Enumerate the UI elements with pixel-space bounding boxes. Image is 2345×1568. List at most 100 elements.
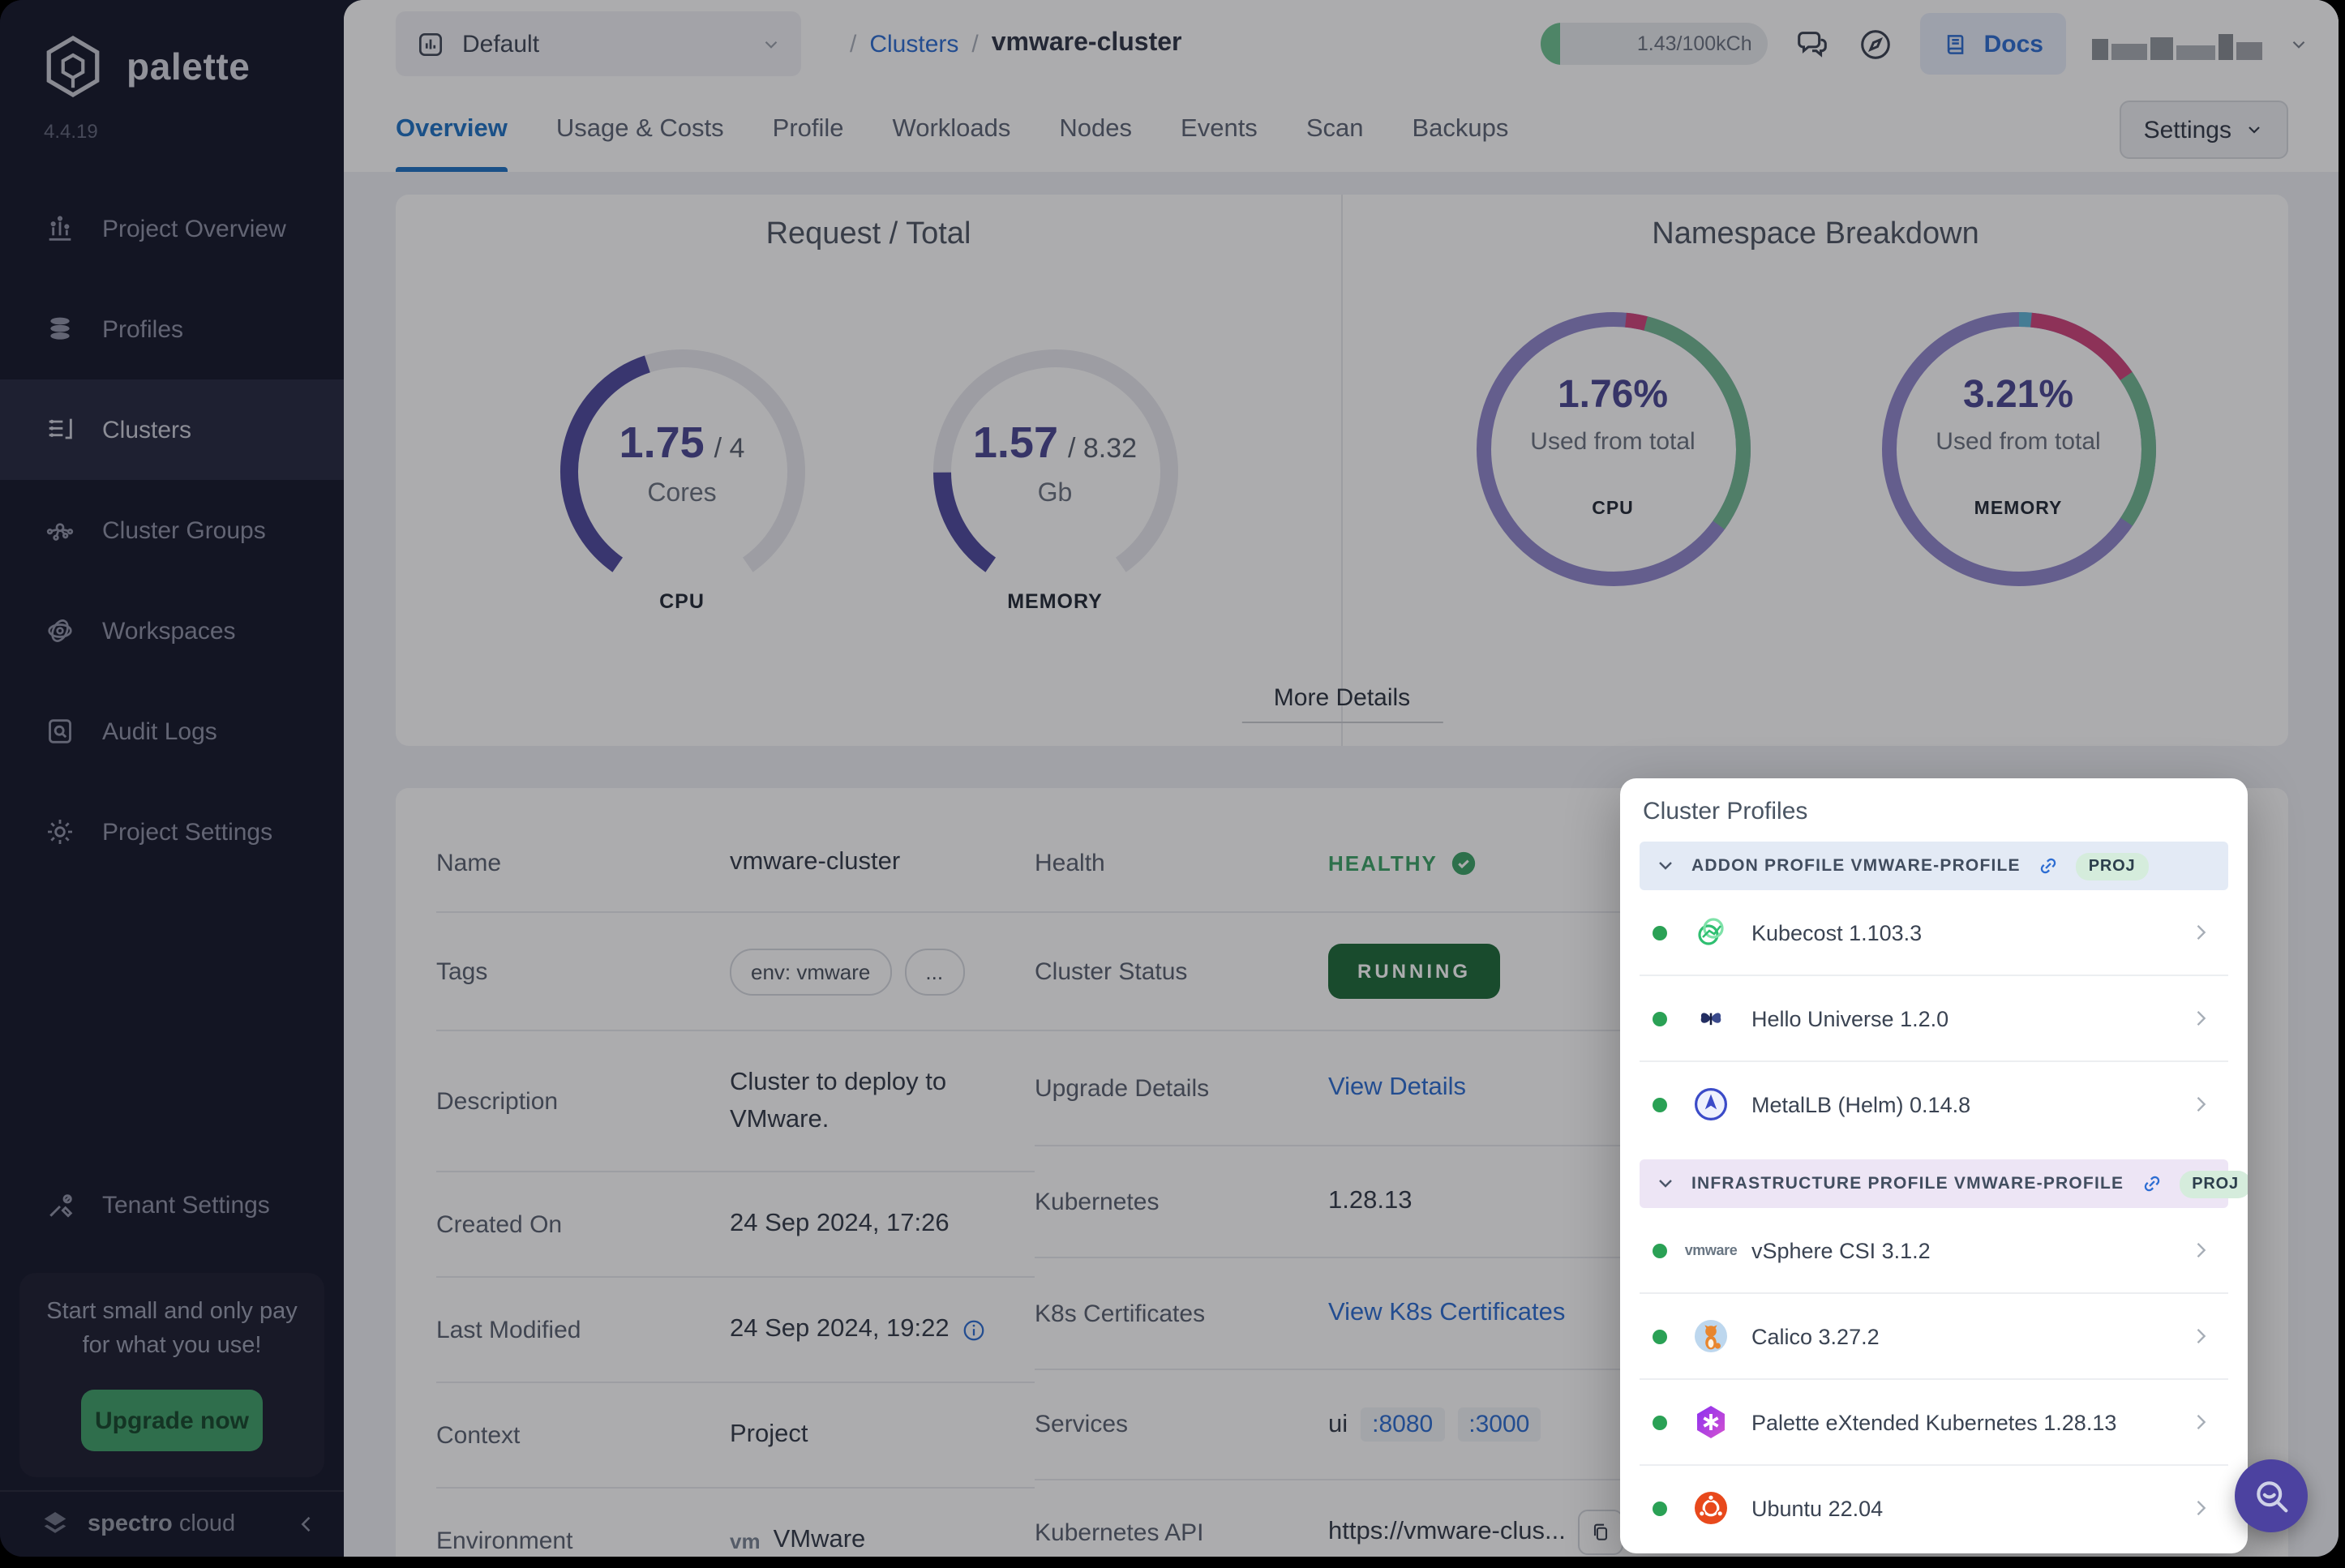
pack-row-ubuntu[interactable]: Ubuntu 22.04 (1640, 1466, 2228, 1550)
detail-row-k8s-certificates: K8s Certificates View K8s Certificates (1035, 1258, 1633, 1370)
memory-donut-blue-segment (1881, 312, 2155, 586)
user-menu-chevron-icon[interactable] (2288, 33, 2309, 54)
project-selector[interactable]: Default (396, 11, 801, 76)
kubernetes-version-value: 1.28.13 (1328, 1187, 1413, 1215)
sidebar-item-project-overview[interactable]: Project Overview (0, 178, 344, 279)
metallb-logo-icon (1691, 1085, 1730, 1124)
addon-profile-name: ADDON PROFILE VMWARE-PROFILE (1691, 856, 2021, 876)
memory-gauge-label: MEMORY (1007, 590, 1103, 613)
sidebar-item-clusters[interactable]: Clusters (0, 379, 344, 480)
collapse-sidebar-icon[interactable] (295, 1513, 318, 1536)
tag-env-vmware: env: vmware (730, 948, 892, 995)
pack-row-palette-extended-kubernetes[interactable]: Palette eXtended Kubernetes 1.28.13 (1640, 1380, 2228, 1466)
link-icon[interactable] (2037, 855, 2060, 877)
memory-request-value: 1.57 (972, 418, 1058, 467)
status-dot-green (1653, 1097, 1667, 1112)
view-k8s-certificates-link[interactable]: View K8s Certificates (1328, 1299, 1566, 1326)
tab-scan[interactable]: Scan (1305, 115, 1364, 143)
pack-row-kubecost[interactable]: Kubecost 1.103.3 (1640, 890, 2228, 976)
tag-more[interactable]: ... (904, 948, 965, 995)
cpu-total-value: / 4 (714, 433, 745, 464)
service-port-3000-link[interactable]: :3000 (1457, 1407, 1541, 1442)
copy-icon (1594, 1523, 1608, 1540)
detail-row-cluster-status: Cluster Status RUNNING (1035, 913, 1633, 1031)
tab-workloads[interactable]: Workloads (892, 115, 1011, 143)
chat-icon[interactable] (1794, 25, 1832, 62)
sidebar: palette 4.4.19 Project Overview Profiles… (0, 0, 344, 1557)
service-port-8080-link[interactable]: :8080 (1361, 1407, 1445, 1442)
tab-events[interactable]: Events (1181, 115, 1258, 143)
sidebar-item-cluster-groups[interactable]: Cluster Groups (0, 480, 344, 581)
settings-button[interactable]: Settings (2119, 101, 2288, 159)
sidebar-item-project-settings[interactable]: Project Settings (0, 782, 344, 882)
pack-row-vsphere-csi[interactable]: vmware vSphere CSI 3.1.2 (1640, 1208, 2228, 1294)
spectro-cloud-wordmark: spectro cloud (88, 1511, 236, 1537)
topbar-actions: 1.43/100kCh Docs (1541, 13, 2309, 75)
vmware-logo-icon: vmware (1684, 1242, 1738, 1258)
brand-name: palette (126, 45, 251, 87)
sidebar-item-label: Tenant Settings (102, 1192, 270, 1220)
docs-button[interactable]: Docs (1920, 13, 2066, 75)
cpu-used-percent: 1.76% (1557, 373, 1669, 417)
breadcrumb-clusters-link[interactable]: Clusters (869, 30, 959, 58)
context-value: Project (730, 1420, 808, 1448)
view-details-link[interactable]: View Details (1328, 1073, 1467, 1101)
infrastructure-profile-header[interactable]: INFRASTRUCTURE PROFILE VMWARE-PROFILE PR… (1640, 1159, 2248, 1208)
cpu-donut-green-segment (1476, 312, 1750, 586)
pack-row-calico[interactable]: Calico 3.27.2 (1640, 1294, 2228, 1380)
gear-icon (48, 820, 72, 844)
details-column-right: Health HEALTHY Cluster Status RUNNING Up… (1035, 814, 1633, 1557)
search-assistant-fab[interactable] (2235, 1459, 2308, 1532)
magnifier-smile-icon (2256, 1480, 2287, 1512)
user-name-redacted[interactable] (2092, 28, 2262, 60)
tab-usage-costs[interactable]: Usage & Costs (555, 115, 724, 143)
details-column-left: Name vmware-cluster Tags env: vmware ...… (436, 814, 1035, 1557)
topbar: Default / Clusters / vmware-cluster 1.43… (344, 0, 2339, 88)
sidebar-item-audit-logs[interactable]: Audit Logs (0, 681, 344, 782)
info-icon[interactable] (962, 1317, 987, 1342)
pack-row-hello-universe[interactable]: Hello Universe 1.2.0 (1640, 976, 2228, 1062)
sidebar-item-profiles[interactable]: Profiles (0, 279, 344, 379)
cluster-name-value: vmware-cluster (730, 848, 901, 876)
chevron-right-icon (2189, 1497, 2212, 1519)
chevron-right-icon (2189, 1411, 2212, 1433)
spectro-cloud-logo-icon (44, 1512, 66, 1533)
copy-button[interactable] (1578, 1510, 1624, 1555)
cluster-profiles-title: Cluster Profiles (1643, 798, 1808, 825)
breadcrumb-separator: / (971, 30, 979, 58)
tabs-bar: Overview Usage & Costs Profile Workloads… (344, 88, 2339, 172)
chevron-right-icon (2189, 921, 2212, 944)
chevron-right-icon (2189, 1007, 2212, 1030)
sidebar-item-workspaces[interactable]: Workspaces (0, 581, 344, 681)
service-name: ui (1328, 1410, 1348, 1437)
tab-nodes[interactable]: Nodes (1059, 115, 1133, 143)
settings-label: Settings (2143, 116, 2231, 144)
detail-row-environment: Environment vm VMware (436, 1489, 1035, 1557)
tools-icon (49, 1194, 73, 1218)
namespace-memory-donut: 3.21% Used from total MEMORY (1864, 295, 2172, 603)
tab-backups[interactable]: Backups (1412, 115, 1509, 143)
chevron-down-icon (761, 33, 782, 54)
detail-row-last-modified: Last Modified 24 Sep 2024, 19:22 (436, 1278, 1035, 1383)
more-details-button[interactable]: More Details (1241, 684, 1443, 723)
sidebar-item-tenant-settings[interactable]: Tenant Settings (0, 1156, 344, 1257)
upgrade-now-button[interactable]: Upgrade now (81, 1390, 263, 1451)
pack-row-metallb[interactable]: MetalLB (Helm) 0.14.8 (1640, 1062, 2228, 1146)
memory-gauge: 1.57 / 8.32 Gb MEMORY (901, 318, 1209, 613)
compass-icon[interactable] (1858, 25, 1895, 62)
link-icon[interactable] (2140, 1172, 2163, 1195)
promo-text: Start small and only pay for what you us… (46, 1298, 298, 1359)
addon-profile-header[interactable]: ADDON PROFILE VMWARE-PROFILE PROJ (1640, 842, 2228, 890)
project-icon (418, 32, 443, 56)
tab-profile[interactable]: Profile (772, 115, 844, 143)
breadcrumb-current: vmware-cluster (991, 29, 1182, 57)
infrastructure-profile-name: INFRASTRUCTURE PROFILE VMWARE-PROFILE (1691, 1174, 2124, 1193)
kubecost-logo-icon (1691, 913, 1730, 952)
upgrade-promo: Start small and only pay for what you us… (19, 1273, 324, 1477)
layers-icon (50, 317, 70, 340)
tab-overview[interactable]: Overview (396, 88, 508, 172)
cpu-gauge-label: CPU (659, 590, 705, 613)
infrastructure-profile-items: vmware vSphere CSI 3.1.2 Calico 3.27.2 P… (1640, 1208, 2228, 1550)
memory-used-caption: Used from total (1936, 428, 2101, 456)
last-modified-value: 24 Sep 2024, 19:22 (730, 1315, 950, 1343)
